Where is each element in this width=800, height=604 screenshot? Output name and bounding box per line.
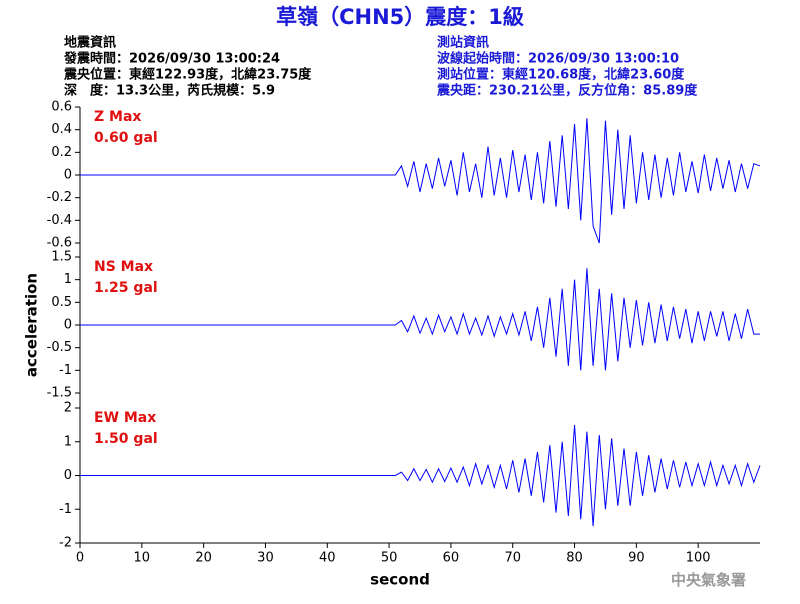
- info-line: 震央距：230.21公里，反方位角：85.89度: [436, 83, 698, 99]
- component-label: EW Max: [94, 410, 156, 426]
- waveform: [80, 268, 760, 371]
- x-tick-label: 100: [686, 551, 711, 566]
- y-tick-label: 0: [64, 168, 72, 183]
- info-line: 震央位置：東經122.93度，北緯23.75度: [63, 67, 312, 83]
- x-tick-label: 80: [566, 551, 583, 566]
- y-tick-label: -0.4: [47, 213, 72, 228]
- y-tick-label: -0.5: [47, 340, 72, 355]
- x-tick-label: 70: [504, 551, 521, 566]
- y-tick-label: -1.5: [47, 386, 72, 401]
- y-tick-label: -2: [59, 536, 72, 551]
- max-label: 1.50 gal: [94, 431, 158, 447]
- y-tick-label: 1: [64, 434, 72, 449]
- y-tick-label: 0: [64, 318, 72, 333]
- y-tick-label: -1: [59, 502, 72, 517]
- y-tick-label: 0.5: [51, 295, 72, 310]
- x-tick-label: 90: [628, 551, 645, 566]
- x-tick-label: 50: [381, 551, 398, 566]
- x-tick-label: 60: [443, 551, 460, 566]
- info-line: 波線起始時間：2026/09/30 13:00:10: [437, 51, 679, 67]
- component-label: Z Max: [94, 109, 141, 125]
- y-tick-label: 0.4: [51, 122, 72, 137]
- y-tick-label: 0.2: [51, 145, 72, 160]
- y-axis-label: acceleration: [23, 273, 41, 377]
- y-tick-label: 1.5: [51, 250, 72, 265]
- info-line: 深 度：13.3公里，芮氏規模：5.9: [64, 83, 275, 99]
- info-line: 測站位置：東經120.68度，北緯23.60度: [437, 67, 685, 83]
- footer: 中央氣象署: [671, 571, 746, 589]
- y-tick-label: -0.2: [47, 190, 72, 205]
- info-line: 地震資訊: [64, 35, 116, 51]
- x-tick-label: 40: [319, 551, 336, 566]
- x-axis-label: second: [370, 571, 430, 589]
- y-tick-label: 0.6: [51, 100, 72, 115]
- max-label: 0.60 gal: [94, 130, 158, 146]
- title: 草嶺（CHN5）震度：1級: [276, 5, 524, 29]
- y-tick-label: 0: [64, 468, 72, 483]
- y-tick-label: -0.6: [47, 236, 72, 251]
- x-tick-label: 20: [195, 551, 212, 566]
- x-tick-label: 10: [134, 551, 151, 566]
- x-tick-label: 0: [76, 551, 84, 566]
- max-label: 1.25 gal: [94, 280, 158, 296]
- x-tick-label: 30: [257, 551, 274, 566]
- y-tick-label: 2: [64, 401, 72, 416]
- waveform: [80, 424, 761, 527]
- component-label: NS Max: [94, 259, 153, 275]
- waveform: [80, 118, 761, 244]
- info-line: 測站資訊: [437, 35, 489, 51]
- y-tick-label: -1: [59, 363, 72, 378]
- info-line: 發震時間：2026/09/30 13:00:24: [63, 51, 280, 67]
- y-tick-label: 1: [64, 272, 72, 287]
